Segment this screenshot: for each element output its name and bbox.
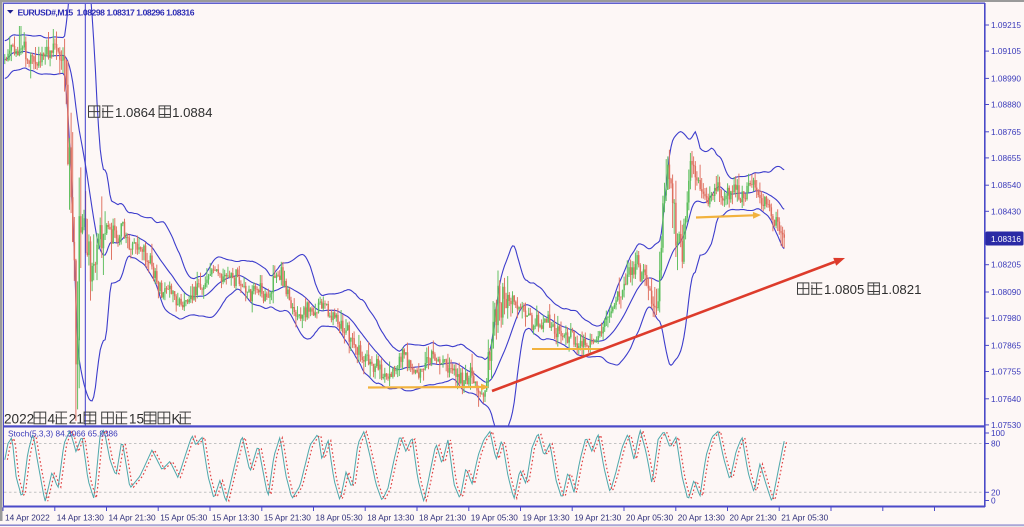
svg-text:20 Apr 21:30: 20 Apr 21:30 (730, 513, 777, 523)
svg-text:1.08655: 1.08655 (991, 153, 1021, 163)
svg-text:1.08765: 1.08765 (991, 127, 1021, 137)
svg-text:2022: 2022 (4, 412, 34, 427)
svg-text:1.08880: 1.08880 (991, 100, 1021, 110)
svg-text:1.0805: 1.0805 (824, 282, 864, 297)
svg-text:20 Apr 05:30: 20 Apr 05:30 (626, 513, 673, 523)
svg-text:18 Apr 05:30: 18 Apr 05:30 (316, 513, 363, 523)
svg-text:1.0884: 1.0884 (172, 105, 212, 120)
svg-text:19 Apr 05:30: 19 Apr 05:30 (471, 513, 518, 523)
svg-text:0: 0 (991, 496, 996, 506)
svg-text:1.07640: 1.07640 (991, 394, 1021, 404)
svg-text:Stoch(5,3,3) 84.3066 65.9386: Stoch(5,3,3) 84.3066 65.9386 (8, 429, 118, 439)
svg-text:15 Apr 05:30: 15 Apr 05:30 (160, 513, 207, 523)
svg-text:EURUSD#,M15 1.08298 1.08317 1: EURUSD#,M15 1.08298 1.08317 1.08296 1.08… (18, 7, 195, 17)
svg-text:1.07755: 1.07755 (991, 367, 1021, 377)
svg-text:1.08316: 1.08316 (991, 234, 1021, 244)
svg-text:1.09105: 1.09105 (991, 46, 1021, 56)
svg-text:1.08430: 1.08430 (991, 206, 1021, 216)
svg-text:20: 20 (991, 487, 1001, 497)
svg-text:80: 80 (991, 439, 1001, 449)
svg-text:100: 100 (991, 428, 1005, 438)
svg-text:20 Apr 13:30: 20 Apr 13:30 (678, 513, 725, 523)
svg-text:4: 4 (48, 412, 56, 427)
svg-text:15: 15 (129, 412, 144, 427)
svg-text:14 Apr 2022: 14 Apr 2022 (5, 513, 50, 523)
svg-text:14 Apr 21:30: 14 Apr 21:30 (109, 513, 156, 523)
svg-text:1.0864: 1.0864 (115, 105, 155, 120)
svg-text:K: K (172, 412, 181, 427)
svg-text:1.08205: 1.08205 (991, 260, 1021, 270)
svg-text:1.07865: 1.07865 (991, 340, 1021, 350)
svg-text:15 Apr 13:30: 15 Apr 13:30 (212, 513, 259, 523)
svg-text:21 Apr 05:30: 21 Apr 05:30 (781, 513, 828, 523)
svg-text:1.09215: 1.09215 (991, 20, 1021, 30)
svg-text:19 Apr 21:30: 19 Apr 21:30 (574, 513, 621, 523)
svg-text:1.08990: 1.08990 (991, 73, 1021, 83)
svg-text:1.08090: 1.08090 (991, 287, 1021, 297)
svg-text:1.0821: 1.0821 (881, 282, 921, 297)
svg-text:21: 21 (69, 412, 84, 427)
svg-text:1.07980: 1.07980 (991, 313, 1021, 323)
svg-text:15 Apr 21:30: 15 Apr 21:30 (264, 513, 311, 523)
svg-text:14 Apr 13:30: 14 Apr 13:30 (57, 513, 104, 523)
svg-text:18 Apr 21:30: 18 Apr 21:30 (419, 513, 466, 523)
svg-text:1.08540: 1.08540 (991, 180, 1021, 190)
svg-text:18 Apr 13:30: 18 Apr 13:30 (367, 513, 414, 523)
svg-text:1.07530: 1.07530 (991, 420, 1021, 430)
svg-text:19 Apr 13:30: 19 Apr 13:30 (523, 513, 570, 523)
